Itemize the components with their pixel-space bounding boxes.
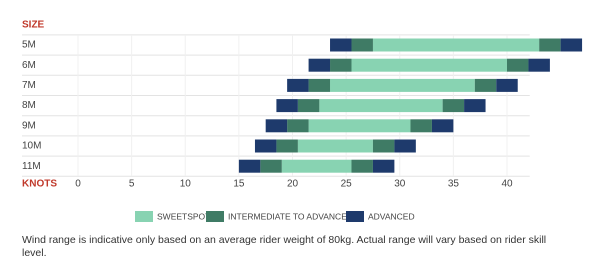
legend-label: INTERMEDIATE TO ADVANCED [228,211,353,221]
range-segment [238,159,261,173]
range-segment [297,139,373,153]
range-segment [287,119,309,133]
range-segment [319,99,443,113]
x-tick-label: 25 [341,179,353,190]
range-segment [330,58,352,72]
range-segment [528,58,550,72]
range-segment [330,78,475,92]
y-tick-label: 7M [22,80,36,91]
x-tick-label: 15 [233,179,245,190]
y-tick-label: 6M [22,60,36,71]
range-segment [308,58,331,72]
x-tick-label: 40 [501,179,513,190]
range-segment [351,58,507,72]
range-segment [464,99,486,113]
range-segment [351,159,373,173]
legend-swatch [206,211,224,222]
range-segment [410,119,432,133]
x-tick-label: 0 [75,179,81,190]
y-tick-label: 10M [22,141,41,152]
y-tick-label: 11M [22,161,41,172]
range-segment [297,99,320,113]
chart: SIZE KNOTS 0 5 10 15 20 25 30 35 40 5M 6M 7M 8M 9M 10M… [22,20,583,222]
range-segment [372,38,540,52]
y-tick-label: 5M [22,40,36,51]
range-segment [394,139,416,153]
y-tick-label: 9M [22,120,36,131]
x-tick-label: 5 [129,179,135,190]
x-tick-label: 20 [287,179,299,190]
legend-swatch [346,211,364,222]
range-segment [496,78,518,92]
range-segment [276,99,298,113]
range-segment [539,38,561,52]
range-segment [276,139,298,153]
x-tick-label: 30 [394,179,406,190]
range-segment [507,58,529,72]
x-tick-label: 10 [180,179,192,190]
range-segment [474,78,497,92]
y-tick-label: 8M [22,100,36,111]
range-segment [281,159,352,173]
range-segment [254,139,277,153]
range-segment [287,78,309,92]
range-segment [372,159,395,173]
legend-label: ADVANCED [368,211,415,221]
range-segment [308,119,411,133]
range-segment [351,38,373,52]
y-label: SIZE [22,20,45,31]
range-segment [372,139,395,153]
range-segment [560,38,583,52]
range-segment [260,159,282,173]
range-segment [330,38,352,52]
legend-swatch [135,211,153,222]
range-segment [442,99,465,113]
legend-label: SWEETSPOT [157,211,210,221]
range-segment [431,119,454,133]
x-tick-label: 35 [448,179,460,190]
range-segment [265,119,288,133]
note: Wind range is indicative only based on a… [22,234,547,259]
range-segment [308,78,331,92]
x-label: KNOTS [22,179,57,190]
